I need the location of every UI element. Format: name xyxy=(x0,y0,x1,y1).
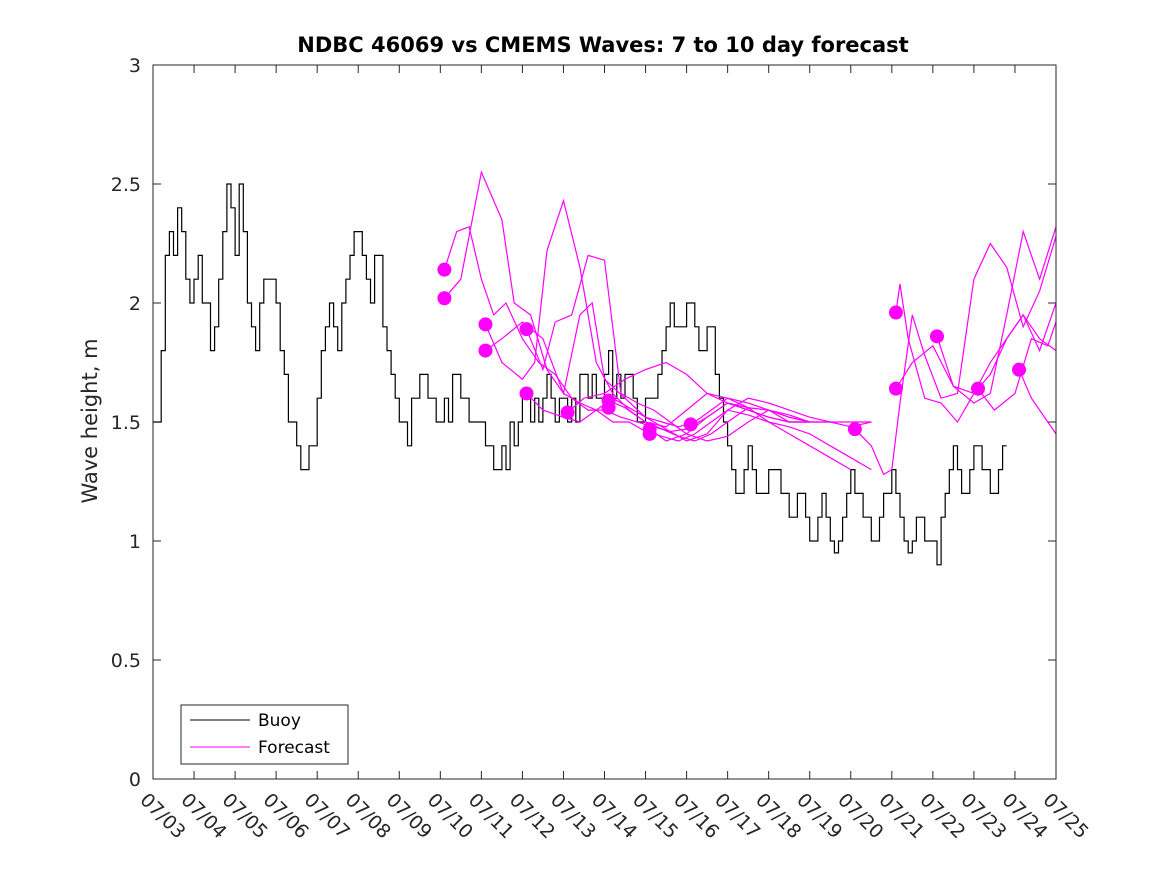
forecast-start-marker xyxy=(642,426,657,441)
forecast-line xyxy=(567,361,810,423)
y-tick-label: 0 xyxy=(129,769,141,791)
forecast-line xyxy=(854,236,1057,476)
forecast-line xyxy=(649,402,810,442)
forecast-start-marker xyxy=(519,386,534,401)
forecast-start-marker xyxy=(929,329,944,344)
forecast-line xyxy=(895,283,1057,424)
legend: Buoy Forecast xyxy=(180,704,349,765)
y-tick-label: 0.5 xyxy=(111,650,141,672)
y-tick-label: 2.5 xyxy=(111,174,141,196)
forecast-start-marker xyxy=(437,262,452,277)
legend-box xyxy=(180,704,349,765)
forecast-line xyxy=(525,254,810,442)
legend-label-buoy: Buoy xyxy=(258,711,301,731)
forecast-start-marker xyxy=(519,322,534,337)
forecast-start-marker xyxy=(601,400,616,415)
forecast-start-marker xyxy=(683,417,698,432)
y-axis-label: Wave height, m xyxy=(78,338,102,503)
y-tick-label: 1.5 xyxy=(111,412,141,434)
forecast-markers xyxy=(437,262,1027,441)
forecast-start-marker xyxy=(888,381,903,396)
forecast-start-marker xyxy=(888,305,903,320)
forecast-start-marker xyxy=(478,343,493,358)
forecast-line xyxy=(526,392,810,428)
y-tick-label: 2 xyxy=(129,293,141,315)
plot-frame xyxy=(152,64,1057,780)
forecast-start-marker xyxy=(478,317,493,332)
forecast-line xyxy=(608,392,852,471)
legend-label-forecast: Forecast xyxy=(258,738,330,758)
forecast-start-marker xyxy=(847,422,862,437)
forecast-start-marker xyxy=(560,405,575,420)
chart-title: NDBC 46069 vs CMEMS Waves: 7 to 10 day f… xyxy=(297,33,908,57)
forecast-start-marker xyxy=(971,381,986,396)
forecast-line xyxy=(485,301,872,442)
forecast-start-marker xyxy=(437,291,452,306)
forecast-line xyxy=(1018,369,1057,435)
y-tick-label: 3 xyxy=(129,55,141,77)
forecast-start-marker xyxy=(1012,362,1027,377)
y-tick-label: 1 xyxy=(129,531,141,553)
forecast-line xyxy=(936,226,1057,404)
